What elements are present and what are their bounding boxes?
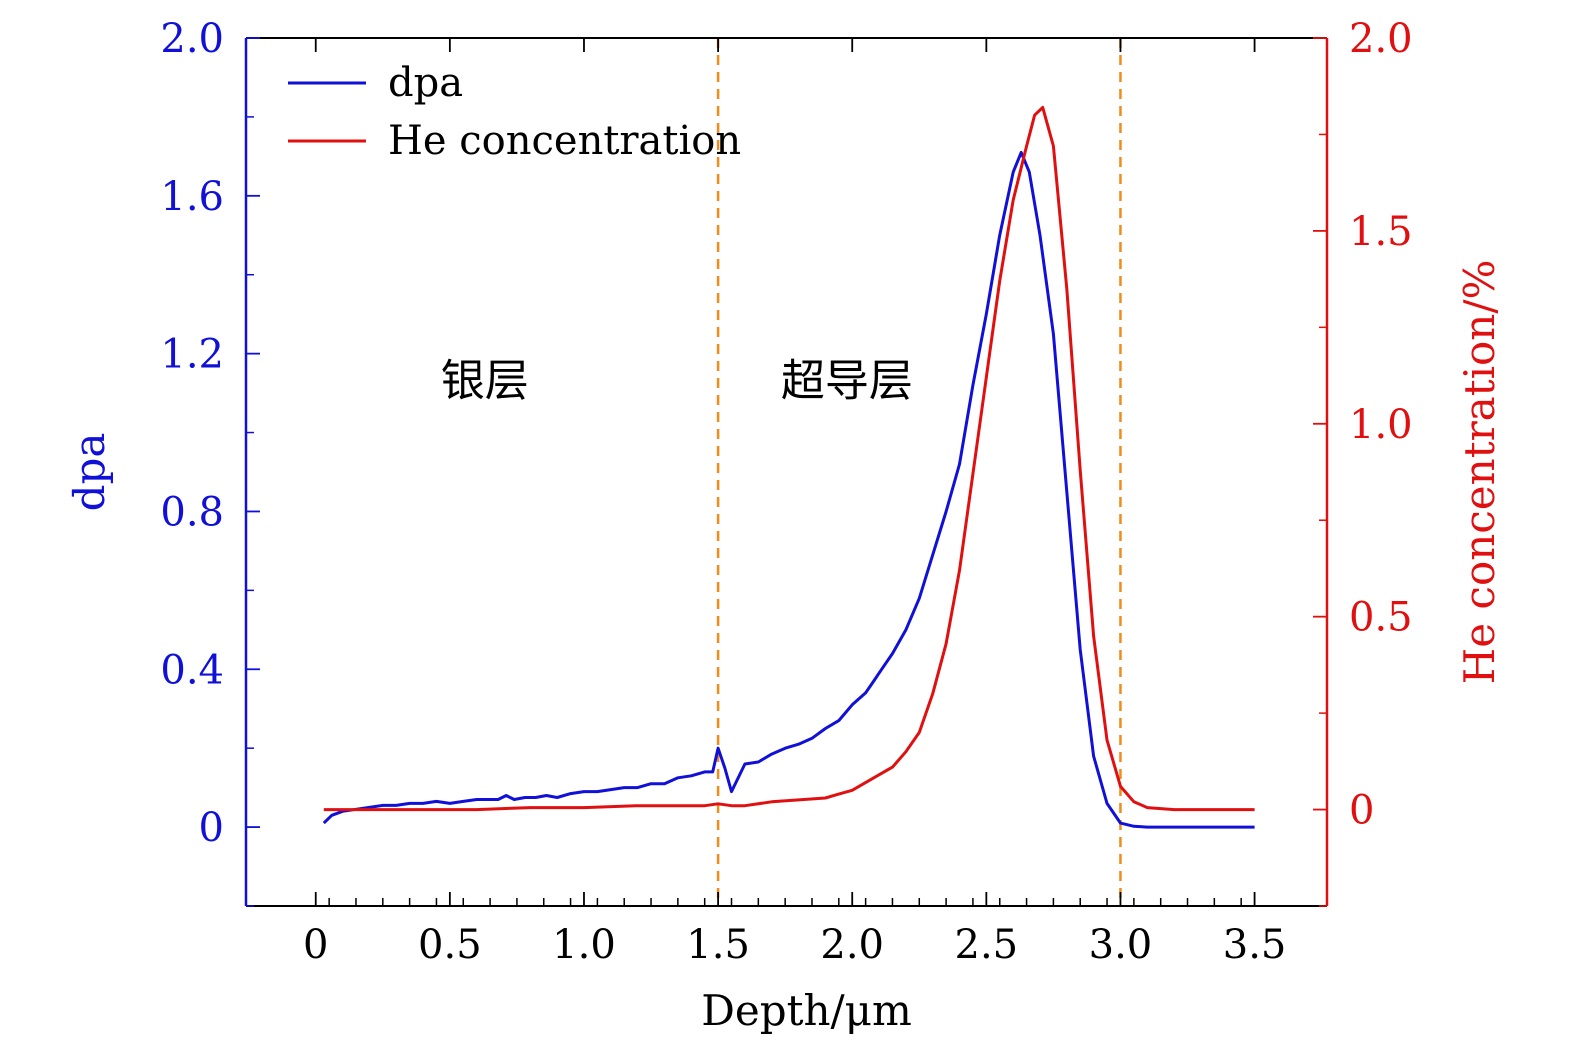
y-right-tick-label: 0 xyxy=(1349,788,1374,834)
series-line-dpa xyxy=(322,150,1255,829)
legend-label: He concentration xyxy=(388,118,741,164)
y-right-tick-label: 1.0 xyxy=(1349,402,1413,448)
series-line-he xyxy=(323,105,1255,812)
legend-label: dpa xyxy=(388,60,463,106)
legend: dpa He concentration xyxy=(288,60,741,164)
x-tick-label: 1.5 xyxy=(686,922,750,968)
y-right-tick-label: 1.5 xyxy=(1349,209,1413,255)
y-left-tick-label: 1.6 xyxy=(160,174,224,220)
x-tick-label: 3.0 xyxy=(1089,922,1153,968)
y-left-tick-label: 0.4 xyxy=(160,647,224,693)
x-axis-title: Depth/μm xyxy=(701,986,912,1035)
x-tick-label: 0.5 xyxy=(418,922,482,968)
x-tick-label: 0 xyxy=(303,922,328,968)
x-tick-label: 3.5 xyxy=(1223,922,1287,968)
y-right-axis-title: He concentration/% xyxy=(1455,260,1504,685)
y-left-tick-label: 0.8 xyxy=(160,489,224,535)
y-right-tick-label: 0.5 xyxy=(1349,595,1413,641)
labels-layer: 0 0.5 1.0 1.5 2.0 2.5 3.0 3.5 0 0.4 0.8 1.2 1.6 2.0 0 0… xyxy=(65,16,1504,1035)
series-layer xyxy=(322,105,1255,829)
x-tick-label: 2.0 xyxy=(820,922,884,968)
separator-lines xyxy=(716,38,1122,906)
x-tick-label: 2.5 xyxy=(955,922,1019,968)
axes-layer xyxy=(244,37,1329,907)
y-left-tick-label: 0 xyxy=(199,805,224,851)
region-label: 超导层 xyxy=(781,355,913,406)
y-right-tick-label: 2.0 xyxy=(1349,16,1413,62)
y-left-axis-title: dpa xyxy=(65,433,114,512)
y-left-tick-label: 1.2 xyxy=(160,332,224,378)
region-label: 银层 xyxy=(441,355,529,406)
x-tick-label: 1.0 xyxy=(552,922,616,968)
y-left-tick-label: 2.0 xyxy=(160,16,224,62)
